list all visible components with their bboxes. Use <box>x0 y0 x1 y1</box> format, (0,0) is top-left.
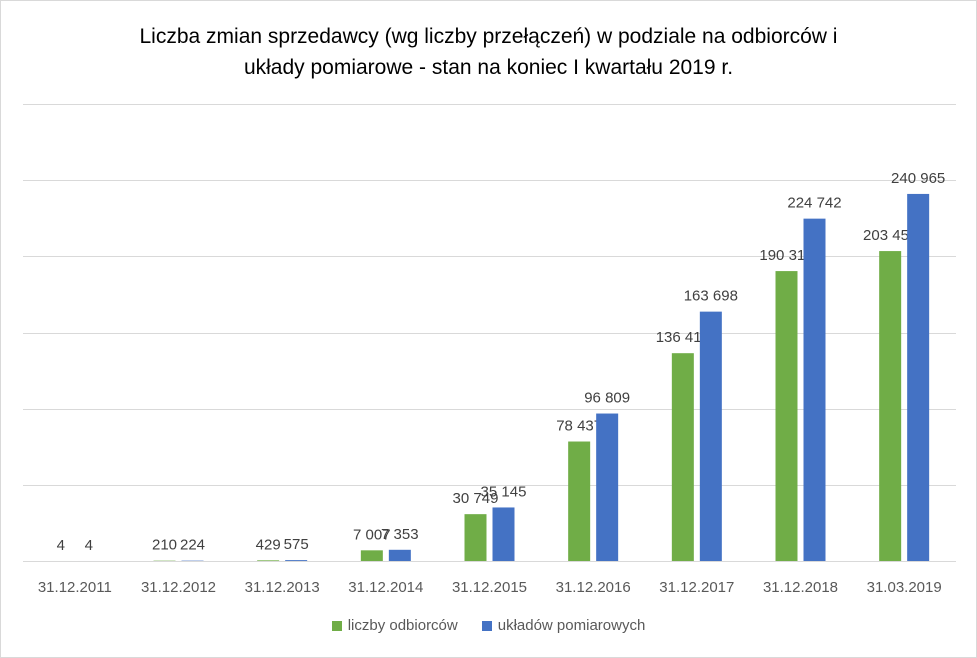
data-label: 190 317 <box>759 247 813 264</box>
bar-uklady <box>699 311 722 561</box>
x-tick-label: 31.12.2013 <box>245 579 320 596</box>
data-label: 224 <box>180 537 205 554</box>
x-tick-label: 31.12.2011 <box>38 579 112 596</box>
data-label: 4 <box>57 537 65 554</box>
chart-title-line-2: układy pomiarowe - stan na koniec I kwar… <box>243 56 734 79</box>
bar-uklady <box>907 193 930 561</box>
data-label: 163 698 <box>684 288 738 305</box>
legend-item-odbiorcy: liczby odbiorców <box>331 617 458 634</box>
legend-swatch-green <box>331 620 342 631</box>
x-tick-label: 31.12.2017 <box>659 579 734 596</box>
x-tick-label: 31.12.2015 <box>452 579 527 596</box>
legend-swatch-blue <box>481 620 492 631</box>
chart-title: Liczba zmian sprzedawcy (wg liczby przeł… <box>1 21 976 83</box>
x-tick-label: 31.12.2014 <box>348 579 423 596</box>
bar-uklady <box>596 413 619 561</box>
data-label: 136 419 <box>656 329 710 346</box>
bar-odbiorcy <box>257 560 280 561</box>
x-tick-label: 31.12.2012 <box>141 579 216 596</box>
data-label: 4 <box>85 537 93 554</box>
chart-legend: liczby odbiorców układów pomiarowych <box>1 617 976 634</box>
data-label: 7 353 <box>381 526 419 543</box>
bar-odbiorcy <box>671 353 694 561</box>
data-label: 203 451 <box>863 227 917 244</box>
legend-label-uklady: układów pomiarowych <box>497 617 646 634</box>
x-tick-label: 31.12.2016 <box>556 579 631 596</box>
bar-uklady <box>285 560 308 561</box>
data-label: 240 965 <box>891 170 945 187</box>
data-label: 7 007 <box>353 526 391 543</box>
data-label: 35 145 <box>481 483 527 500</box>
bar-uklady <box>492 507 515 561</box>
bar-odbiorcy <box>464 514 487 561</box>
x-tick-label: 31.03.2019 <box>867 579 942 596</box>
data-label: 575 <box>284 536 309 553</box>
data-label: 224 742 <box>787 195 841 212</box>
chart-title-line-1: Liczba zmian sprzedawcy (wg liczby przeł… <box>139 25 838 48</box>
bar-odbiorcy <box>360 550 383 561</box>
data-label: 30 749 <box>453 490 499 507</box>
bar-uklady <box>803 218 826 562</box>
legend-label-odbiorcy: liczby odbiorców <box>347 617 458 634</box>
data-label: 429 <box>256 536 281 553</box>
legend-item-uklady: układów pomiarowych <box>481 617 646 634</box>
bar-uklady <box>388 549 411 561</box>
data-label: 210 <box>152 537 177 554</box>
bar-odbiorcy <box>879 251 902 562</box>
bar-odbiorcy <box>568 441 591 561</box>
x-tick-label: 31.12.2018 <box>763 579 838 596</box>
data-label: 96 809 <box>584 390 630 407</box>
bar-odbiorcy <box>775 271 798 561</box>
data-label: 78 437 <box>556 418 602 435</box>
